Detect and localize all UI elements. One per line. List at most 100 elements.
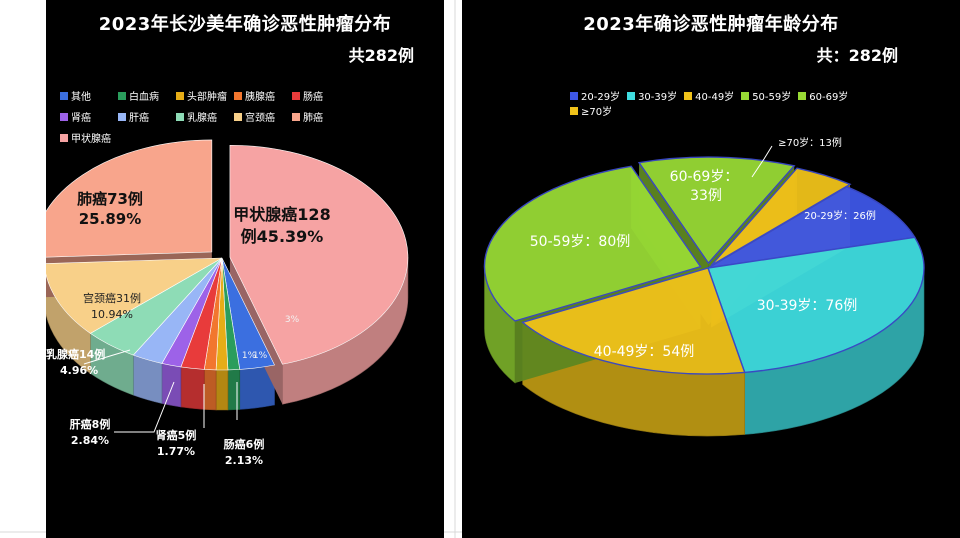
cancer-type-chart-panel: 2023年长沙美年确诊恶性肿瘤分布 共282例 其他 白血病 头部肿瘤 胰腺癌 肠癌肾癌… <box>46 0 444 538</box>
data-label-age60: 60-69岁： <box>670 169 739 185</box>
pie-side-x <box>227 369 241 411</box>
data-label-age20: 20-29岁：26例 <box>804 209 876 222</box>
pie-slice-20-29 <box>707 186 916 269</box>
total-count: 共282例 <box>348 46 414 65</box>
pie-slice-x <box>46 139 213 258</box>
legend-item[interactable]: 50-59岁 <box>741 88 791 103</box>
legend-swatch <box>570 91 578 100</box>
legend-item[interactable]: ≥70岁 <box>570 103 612 118</box>
legend-item[interactable]: 肠癌 <box>292 88 350 103</box>
legend-swatch <box>60 133 68 142</box>
pie-chart: 甲状腺癌128 例45.39% 肺癌73例 25.89% 宫颈癌31例 10.94% 3% 1… <box>46 139 409 467</box>
leader-line <box>751 145 773 178</box>
legend-swatch <box>292 112 300 121</box>
pie-slice-x <box>46 257 223 334</box>
pie-slice-60-69 <box>637 156 796 265</box>
leader-line <box>83 349 131 365</box>
data-label-intestine: 肠癌6例 <box>224 437 265 451</box>
data-label-age60: 33例 <box>690 188 722 204</box>
data-label-thyroid: 甲状腺癌128 <box>233 205 330 224</box>
legend-label: 50-59岁 <box>752 92 792 103</box>
legend-item[interactable]: 头部肿瘤 <box>176 88 234 103</box>
data-label-cervical: 宫颈癌31例 <box>83 291 141 305</box>
pie-top-faces <box>46 139 409 371</box>
legend-item[interactable]: 乳腺癌 <box>176 109 234 124</box>
legend-label: 肠癌 <box>303 92 323 103</box>
data-label-intestine: 2.13% <box>225 454 263 467</box>
legend-swatch <box>234 91 242 100</box>
pie-slice-40-49 <box>521 267 746 375</box>
legend-swatch <box>627 91 636 100</box>
total-count: 共：282例 <box>816 46 898 65</box>
legend-swatch <box>684 91 693 100</box>
legend-label: 肺癌 <box>303 113 323 124</box>
pie-side-x <box>180 366 205 410</box>
legend-label: 30-39岁 <box>638 92 678 103</box>
legend-item[interactable]: 宫颈癌 <box>234 109 292 124</box>
pie-chart: 20-29岁：26例 30-39岁：76例 40-49岁：54例 50-59岁：80例… <box>483 136 925 437</box>
data-label-breast: 乳腺癌14例 <box>46 347 105 361</box>
legend-swatch <box>741 91 750 100</box>
legend-label: 头部肿瘤 <box>187 92 227 103</box>
legend-label: 胰腺癌 <box>245 92 275 103</box>
legend-item[interactable]: 肝癌 <box>118 109 176 124</box>
legend-swatch <box>234 112 242 121</box>
legend-swatch <box>60 91 68 100</box>
legend-swatch <box>292 91 300 100</box>
pie-side-x <box>203 369 217 411</box>
chart-title: 2023年确诊恶性肿瘤年龄分布 <box>583 14 839 35</box>
legend-swatch <box>570 106 578 115</box>
legend-item[interactable]: 胰腺癌 <box>234 88 292 103</box>
legend-item[interactable]: 白血病 <box>118 88 176 103</box>
age-chart-panel: 2023年确诊恶性肿瘤年龄分布 共：282例 20-29岁 30-39岁 40-49… <box>462 0 960 538</box>
legend-swatch <box>176 91 184 100</box>
legend-swatch <box>176 112 184 121</box>
data-label-kidney: 肾癌5例 <box>156 428 197 442</box>
data-label-breast: 4.96% <box>60 364 98 377</box>
legend-label: 肾癌 <box>71 113 91 124</box>
data-label-liver: 肝癌8例 <box>70 417 111 431</box>
legend-item[interactable]: 甲状腺癌 <box>60 130 118 145</box>
legend-swatch <box>60 112 68 121</box>
data-label-kidney: 1.77% <box>157 445 195 458</box>
data-label-small: 3% <box>285 315 300 325</box>
pie-slice-70 <box>710 167 852 267</box>
data-label-small: 1% <box>253 351 268 361</box>
legend-label: 乳腺癌 <box>187 113 217 124</box>
legend-label: ≥70岁 <box>581 107 613 118</box>
legend-item[interactable]: 40-49岁 <box>684 88 734 103</box>
legend-item[interactable]: 30-39岁 <box>627 88 677 103</box>
legend-swatch <box>118 112 126 121</box>
pie-side-x <box>161 363 182 408</box>
pie-slice-x <box>229 144 409 365</box>
data-label-age70: ≥70岁：13例 <box>778 136 842 149</box>
legend-swatch <box>118 91 126 100</box>
legend-swatch <box>798 91 807 100</box>
legend-item[interactable]: 20-29岁 <box>570 88 620 103</box>
legend-item[interactable]: 其他 <box>60 88 118 103</box>
chart-legend: 其他 白血病 头部肿瘤 胰腺癌 肠癌肾癌 肝癌 乳腺癌 宫颈癌 肺癌甲状腺癌 <box>60 88 400 145</box>
data-label-cervical: 10.94% <box>91 308 133 321</box>
legend-item[interactable]: 60-69岁 <box>798 88 848 103</box>
legend-label: 其他 <box>71 92 91 103</box>
data-label-small: 1% <box>242 351 257 361</box>
data-label-thyroid: 例45.39% <box>241 227 324 246</box>
legend-label: 60-69岁 <box>809 92 849 103</box>
legend-item[interactable]: 肾癌 <box>60 109 118 124</box>
legend-label: 甲状腺癌 <box>71 134 111 145</box>
legend-item[interactable]: 肺癌 <box>292 109 350 124</box>
legend-label: 宫颈癌 <box>245 113 275 124</box>
legend-label: 肝癌 <box>129 113 149 124</box>
pie-slice-50-59 <box>483 165 702 322</box>
leader-line <box>114 381 175 433</box>
pie-top-faces <box>483 156 925 375</box>
data-label-age30: 30-39岁：76例 <box>757 298 858 314</box>
chart-legend: 20-29岁 30-39岁 40-49岁 50-59岁 60-69岁 ≥70岁 <box>570 88 890 118</box>
data-label-lung: 肺癌73例 <box>77 190 143 208</box>
chart-title: 2023年长沙美年确诊恶性肿瘤分布 <box>98 14 392 35</box>
pie-slice-30-39 <box>707 236 925 374</box>
data-label-lung: 25.89% <box>79 210 141 228</box>
data-label-age50: 50-59岁：80例 <box>530 234 631 250</box>
legend-label: 40-49岁 <box>695 92 735 103</box>
pie-side-x <box>215 369 229 411</box>
